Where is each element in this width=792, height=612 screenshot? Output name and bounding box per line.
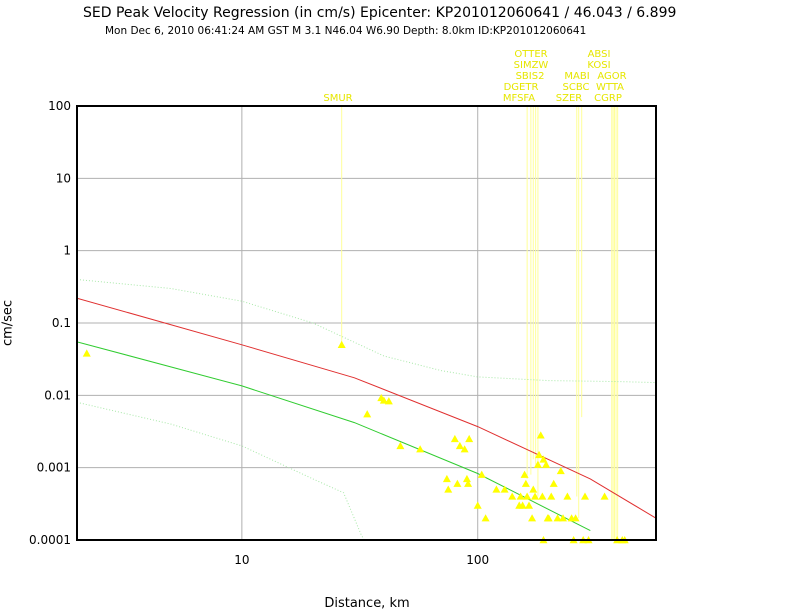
data-point	[531, 492, 540, 500]
data-point	[529, 485, 538, 493]
station-label: ABSI	[588, 49, 611, 60]
data-point	[538, 492, 547, 500]
data-point	[481, 514, 490, 522]
data-point	[465, 434, 474, 443]
data-point	[547, 492, 556, 500]
data-point	[492, 485, 501, 493]
data-point	[444, 485, 453, 493]
data-point	[500, 485, 509, 493]
data-point	[533, 460, 542, 468]
data-point	[82, 349, 91, 357]
data-point	[453, 479, 462, 487]
data-point	[508, 492, 517, 500]
data-point	[556, 466, 565, 475]
y-tick-label: 0.001	[37, 461, 71, 475]
x-tick-label: 100	[466, 553, 489, 567]
station-label: SMUR	[323, 93, 352, 104]
regression-line	[77, 297, 656, 519]
data-point	[563, 492, 572, 500]
y-tick-label: 100	[48, 99, 71, 113]
data-point	[520, 470, 529, 478]
station-label: WTTA	[596, 82, 624, 93]
data-point	[396, 441, 405, 450]
station-label: KOSI	[587, 60, 610, 71]
x-axis-label: Distance, km	[324, 596, 410, 611]
regression-line	[77, 341, 591, 532]
data-point	[473, 501, 482, 509]
station-label: SCBC	[563, 82, 590, 93]
regression-line	[77, 279, 656, 384]
data-point	[549, 479, 558, 487]
station-points	[82, 340, 629, 544]
y-tick-label: 0.01	[44, 388, 71, 402]
regression-lines	[77, 279, 656, 540]
data-point	[518, 501, 527, 509]
data-point	[523, 492, 532, 500]
data-point	[450, 434, 459, 443]
data-point	[363, 410, 372, 418]
data-point	[521, 479, 530, 487]
plot-frame	[76, 105, 657, 541]
regression-line	[77, 401, 365, 540]
data-point	[536, 431, 545, 439]
x-tick-label: 10	[234, 553, 249, 567]
station-label: SBIS2	[516, 71, 545, 82]
data-point	[477, 470, 486, 478]
station-label: DGETR	[504, 82, 539, 93]
chart-subtitle: Mon Dec 6, 2010 06:41:24 AM GST M 3.1 N4…	[105, 25, 587, 37]
data-point	[337, 340, 346, 348]
chart-title: SED Peak Velocity Regression (in cm/s) E…	[83, 5, 677, 21]
station-label: OTTER	[514, 49, 547, 60]
data-point	[460, 445, 469, 453]
data-point	[544, 514, 553, 522]
data-point	[464, 479, 473, 487]
y-tick-label: 1	[63, 244, 71, 258]
data-point	[580, 492, 589, 500]
y-tick-label: 10	[56, 171, 71, 185]
data-point	[542, 460, 551, 468]
station-label: SIMZW	[514, 60, 549, 71]
data-point	[539, 455, 548, 463]
data-point	[416, 445, 425, 453]
station-label: CGRP	[594, 93, 622, 104]
station-label: MABI	[564, 71, 589, 82]
data-point	[442, 474, 451, 483]
data-point	[384, 397, 393, 405]
y-tick-label: 0.1	[52, 316, 71, 330]
station-label: MFSFA	[503, 93, 535, 104]
data-point	[516, 492, 525, 500]
data-point	[553, 514, 562, 522]
data-point	[462, 474, 471, 483]
data-point	[455, 441, 464, 450]
data-point	[379, 396, 388, 404]
data-point	[571, 514, 580, 522]
data-point	[559, 514, 568, 522]
data-point	[528, 514, 537, 522]
data-point	[600, 492, 609, 500]
data-point	[525, 501, 534, 509]
station-label: AGOR	[597, 71, 626, 82]
y-tick-label: 0.0001	[29, 533, 71, 547]
data-point	[535, 450, 544, 459]
station-label: SZER	[556, 93, 583, 104]
